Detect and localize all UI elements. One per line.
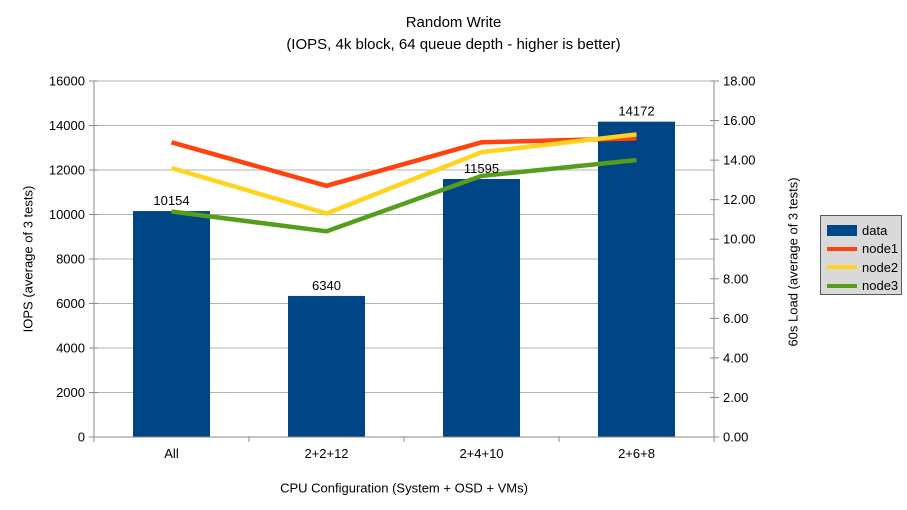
y-tick-label-right: 16.00 (723, 113, 756, 128)
bar (288, 295, 365, 437)
legend-swatch-line (827, 246, 857, 251)
legend-swatch-bar (827, 224, 857, 236)
line-series-node1 (170, 136, 637, 189)
y-tick-label-left: 10000 (49, 207, 85, 222)
chart-title: Random Write (405, 14, 502, 31)
line-series-node2 (170, 132, 637, 216)
chart-subtitle: (IOPS, 4k block, 64 queue depth - higher… (286, 36, 621, 53)
y-tick-label-left: 8000 (56, 252, 85, 267)
y-tick-label-right: 4.00 (723, 350, 748, 365)
y-tick-label-right: 6.00 (723, 311, 748, 326)
y-tick-label-right: 8.00 (723, 271, 748, 286)
bar-value-label: 11595 (464, 161, 499, 176)
bar-value-label: 6340 (312, 278, 341, 293)
y-tick-label-right: 18.00 (723, 74, 756, 89)
legend-swatch-line (827, 283, 857, 288)
bar-value-label: 14172 (618, 104, 654, 119)
y-tick-label-right: 2.00 (723, 390, 748, 405)
legend-item-data: data (827, 221, 901, 240)
bar (133, 211, 210, 437)
bar (598, 121, 675, 437)
y-tick-label-right: 10.00 (723, 232, 756, 247)
x-tick-label: 2+4+10 (459, 446, 503, 461)
legend-item-node2: node2 (827, 258, 901, 277)
y-tick-label-left: 6000 (56, 296, 85, 311)
x-tick-label: 2+2+12 (304, 446, 348, 461)
legend-label: node3 (862, 278, 899, 294)
y-tick-label-left: 12000 (49, 163, 85, 178)
legend: data node1 node2 node3 (820, 215, 902, 295)
line-series-node3 (171, 157, 637, 234)
bar (443, 179, 520, 438)
bar-value-label: 10154 (153, 193, 189, 208)
legend-item-node3: node3 (827, 277, 901, 296)
y-tick-label-left: 4000 (56, 341, 85, 356)
y-tick-label-left: 14000 (49, 118, 85, 133)
y-axis-title-right: 60s Load (average of 3 tests) (785, 177, 801, 347)
legend-label: data (862, 222, 888, 238)
y-tick-label-right: 12.00 (723, 192, 756, 207)
y-tick-label-left: 16000 (49, 74, 85, 89)
y-tick-label-right: 14.00 (723, 153, 756, 168)
legend-swatch-line (827, 265, 857, 270)
legend-item-node1: node1 (827, 240, 901, 259)
x-tick-label: 2+6+8 (618, 446, 655, 461)
y-tick-label-right: 0.00 (723, 430, 748, 445)
y-tick-label-left: 0 (78, 430, 85, 445)
y-tick-label-left: 2000 (56, 385, 85, 400)
x-tick-label: All (164, 446, 179, 461)
y-axis-title-left: IOPS (average of 3 tests) (20, 185, 36, 333)
legend-label: node2 (862, 259, 899, 275)
legend-label: node1 (862, 241, 899, 257)
x-axis-title: CPU Configuration (System + OSD + VMs) (280, 480, 528, 496)
